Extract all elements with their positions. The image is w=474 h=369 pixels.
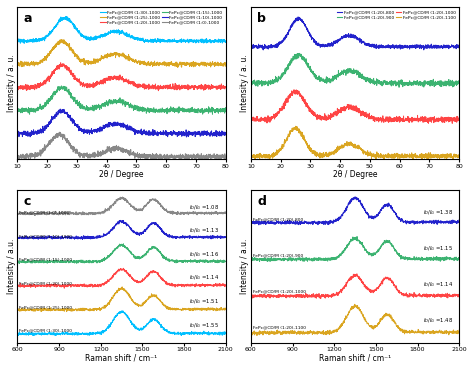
Text: $I_D$/$I_G$ =1.48: $I_D$/$I_G$ =1.48 [423,316,453,325]
Text: $I_D$/$I_G$ =1.16: $I_D$/$I_G$ =1.16 [189,250,219,259]
Y-axis label: Intensity / a. u.: Intensity / a. u. [240,54,249,112]
Text: $I_D$/$I_G$ =1.38: $I_D$/$I_G$ =1.38 [423,208,453,217]
Text: FePc@CD/M (1:20)-1000: FePc@CD/M (1:20)-1000 [253,289,306,293]
Text: FePc@CD/M (1:20)-800: FePc@CD/M (1:20)-800 [253,217,303,221]
Text: c: c [24,194,31,208]
Text: $I_D$/$I_G$ =1.08: $I_D$/$I_G$ =1.08 [189,203,219,212]
Text: FePc@CD/M (1:15)-1000: FePc@CD/M (1:15)-1000 [19,258,73,262]
Legend: FePc@CD/M (1:30)-1000, FePc@CD/M (1:25)-1000, FePc@CD/M (1:20)-1000, FePc@CD/M (: FePc@CD/M (1:30)-1000, FePc@CD/M (1:25)-… [99,9,224,26]
Text: FePc@CD/M (1:20)-1000: FePc@CD/M (1:20)-1000 [19,282,73,285]
Legend: FePc@CD/M (1:20)-800, FePc@CD/M (1:20)-900, FePc@CD/M (1:20)-1000, FePc@CD/M (1:: FePc@CD/M (1:20)-800, FePc@CD/M (1:20)-9… [336,9,457,21]
Text: FePc@CD/M (1:0)-1000: FePc@CD/M (1:0)-1000 [19,211,70,215]
Text: FePc@CD/M (1:20)-1100: FePc@CD/M (1:20)-1100 [253,325,306,329]
Y-axis label: Intensity / a. u.: Intensity / a. u. [7,54,16,112]
Text: a: a [24,11,32,24]
Text: $I_D$/$I_G$ =1.15: $I_D$/$I_G$ =1.15 [423,244,453,253]
Y-axis label: Intensity / a.u.: Intensity / a.u. [7,239,16,294]
Y-axis label: Intensity / a.u.: Intensity / a.u. [240,239,249,294]
X-axis label: 2θ / Degree: 2θ / Degree [99,170,144,179]
X-axis label: 2θ / Degree: 2θ / Degree [333,170,377,179]
Text: $I_D$/$I_G$ =1.51: $I_D$/$I_G$ =1.51 [189,297,219,306]
Text: $I_D$/$I_G$ =1.14: $I_D$/$I_G$ =1.14 [189,274,219,282]
Text: $I_D$/$I_G$ =1.13: $I_D$/$I_G$ =1.13 [189,227,219,235]
Text: $I_D$/$I_G$ =1.55: $I_D$/$I_G$ =1.55 [189,321,219,330]
Text: $I_D$/$I_G$ =1.14: $I_D$/$I_G$ =1.14 [423,280,453,289]
Text: FePc@CD/M (1:25)-1000: FePc@CD/M (1:25)-1000 [19,305,73,309]
Text: FePc@CD/M (1:10)-1000: FePc@CD/M (1:10)-1000 [19,234,73,238]
X-axis label: Raman shift / cm⁻¹: Raman shift / cm⁻¹ [85,353,157,362]
Text: FePc@CD/M (1:20)-900: FePc@CD/M (1:20)-900 [253,253,303,257]
Text: d: d [257,194,266,208]
X-axis label: Raman shift / cm⁻¹: Raman shift / cm⁻¹ [319,353,391,362]
Text: b: b [257,11,266,24]
Text: FePc@CD/M (1:30)-1000: FePc@CD/M (1:30)-1000 [19,328,73,332]
